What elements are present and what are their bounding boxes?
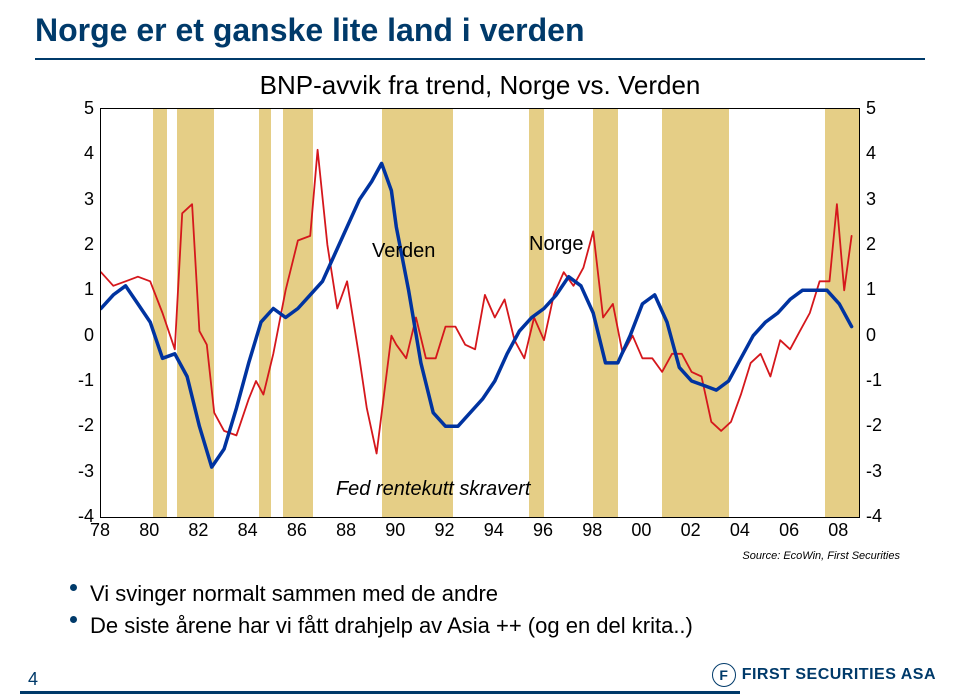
x-tick-label: 82 — [188, 520, 208, 541]
x-tick-label: 06 — [779, 520, 799, 541]
title-rule — [35, 58, 925, 60]
y-tick-label: -1 — [866, 370, 882, 391]
y-tick-label: 4 — [84, 143, 94, 164]
y-tick-label: 0 — [84, 325, 94, 346]
bullet-text: Vi svinger normalt sammen med de andre — [90, 581, 498, 606]
logo-text: FIRST SECURITIES ASA — [742, 666, 936, 684]
y-tick-label: 3 — [84, 189, 94, 210]
chart-label: Norge — [529, 233, 583, 256]
x-tick-label: 84 — [238, 520, 258, 541]
x-tick-label: 92 — [435, 520, 455, 541]
source-text: Source: EcoWin, First Securities — [742, 550, 900, 562]
y-tick-label: 2 — [84, 234, 94, 255]
chart-label: Fed rentekutt skravert — [336, 478, 531, 501]
y-tick-label: 2 — [866, 234, 876, 255]
x-tick-label: 00 — [631, 520, 651, 541]
y-tick-label: -4 — [866, 506, 882, 527]
chart-lines — [101, 109, 859, 517]
footer-rule — [20, 691, 740, 694]
bullet-dot — [70, 616, 77, 623]
y-tick-label: 5 — [866, 98, 876, 119]
x-tick-label: 02 — [681, 520, 701, 541]
x-axis: 78808284868890929496980002040608 — [100, 518, 860, 542]
y-tick-label: -1 — [78, 370, 94, 391]
x-tick-label: 98 — [582, 520, 602, 541]
x-tick-label: 86 — [287, 520, 307, 541]
x-tick-label: 04 — [730, 520, 750, 541]
y-axis-right: 543210-1-2-3-4 — [862, 108, 900, 518]
x-tick-label: 78 — [90, 520, 110, 541]
x-tick-label: 88 — [336, 520, 356, 541]
y-tick-label: 1 — [84, 279, 94, 300]
y-tick-label: -3 — [866, 461, 882, 482]
y-tick-label: 0 — [866, 325, 876, 346]
chart-title: BNP-avvik fra trend, Norge vs. Verden — [0, 70, 960, 101]
x-tick-label: 08 — [828, 520, 848, 541]
x-tick-label: 90 — [385, 520, 405, 541]
page-title: Norge er et ganske lite land i verden — [35, 12, 585, 49]
chart-label: Verden — [372, 240, 435, 263]
x-tick-label: 96 — [533, 520, 553, 541]
slide: Norge er et ganske lite land i verden BN… — [0, 0, 960, 700]
y-tick-label: -3 — [78, 461, 94, 482]
y-tick-label: 1 — [866, 279, 876, 300]
x-tick-label: 80 — [139, 520, 159, 541]
slide-number: 4 — [28, 669, 38, 690]
y-tick-label: -2 — [866, 415, 882, 436]
y-tick-label: 5 — [84, 98, 94, 119]
chart: 543210-1-2-3-4 543210-1-2-3-4 VerdenNorg… — [60, 108, 900, 538]
bullet-text: De siste årene har vi fått drahjelp av A… — [90, 613, 693, 638]
y-tick-label: 4 — [866, 143, 876, 164]
plot-area: Verden Norge Fed rentekutt skravert — [100, 108, 860, 518]
bullet-dot — [70, 584, 77, 591]
bullet-item: De siste årene har vi fått drahjelp av A… — [70, 610, 900, 642]
y-axis-left: 543210-1-2-3-4 — [60, 108, 98, 518]
logo-icon: F — [712, 663, 736, 687]
series-line — [101, 163, 852, 467]
y-tick-label: -2 — [78, 415, 94, 436]
logo: F FIRST SECURITIES ASA — [712, 658, 936, 692]
y-tick-label: 3 — [866, 189, 876, 210]
bullet-item: Vi svinger normalt sammen med de andre — [70, 578, 900, 610]
bullet-list: Vi svinger normalt sammen med de andre D… — [70, 578, 900, 642]
x-tick-label: 94 — [484, 520, 504, 541]
